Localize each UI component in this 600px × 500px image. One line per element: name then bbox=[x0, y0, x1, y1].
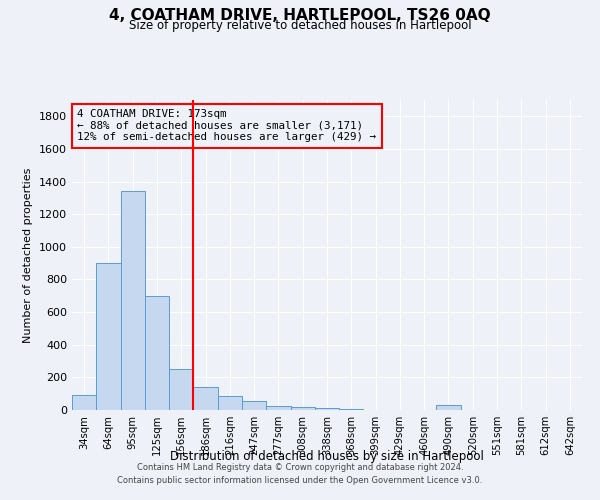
Bar bbox=[96, 263, 121, 410]
Text: 4, COATHAM DRIVE, HARTLEPOOL, TS26 0AQ: 4, COATHAM DRIVE, HARTLEPOOL, TS26 0AQ bbox=[109, 8, 491, 22]
Text: Size of property relative to detached houses in Hartlepool: Size of property relative to detached ho… bbox=[128, 19, 472, 32]
Bar bbox=[242, 401, 266, 410]
Bar bbox=[72, 396, 96, 410]
Bar bbox=[436, 405, 461, 410]
Bar bbox=[266, 406, 290, 410]
Bar bbox=[169, 369, 193, 410]
Text: 4 COATHAM DRIVE: 173sqm
← 88% of detached houses are smaller (3,171)
12% of semi: 4 COATHAM DRIVE: 173sqm ← 88% of detache… bbox=[77, 110, 376, 142]
Bar bbox=[193, 387, 218, 410]
Y-axis label: Number of detached properties: Number of detached properties bbox=[23, 168, 34, 342]
Bar bbox=[315, 408, 339, 410]
Bar bbox=[339, 409, 364, 410]
Bar bbox=[290, 406, 315, 410]
Bar bbox=[121, 192, 145, 410]
Text: Distribution of detached houses by size in Hartlepool: Distribution of detached houses by size … bbox=[170, 450, 484, 463]
Text: Contains HM Land Registry data © Crown copyright and database right 2024.
Contai: Contains HM Land Registry data © Crown c… bbox=[118, 464, 482, 485]
Bar bbox=[218, 396, 242, 410]
Bar bbox=[145, 296, 169, 410]
